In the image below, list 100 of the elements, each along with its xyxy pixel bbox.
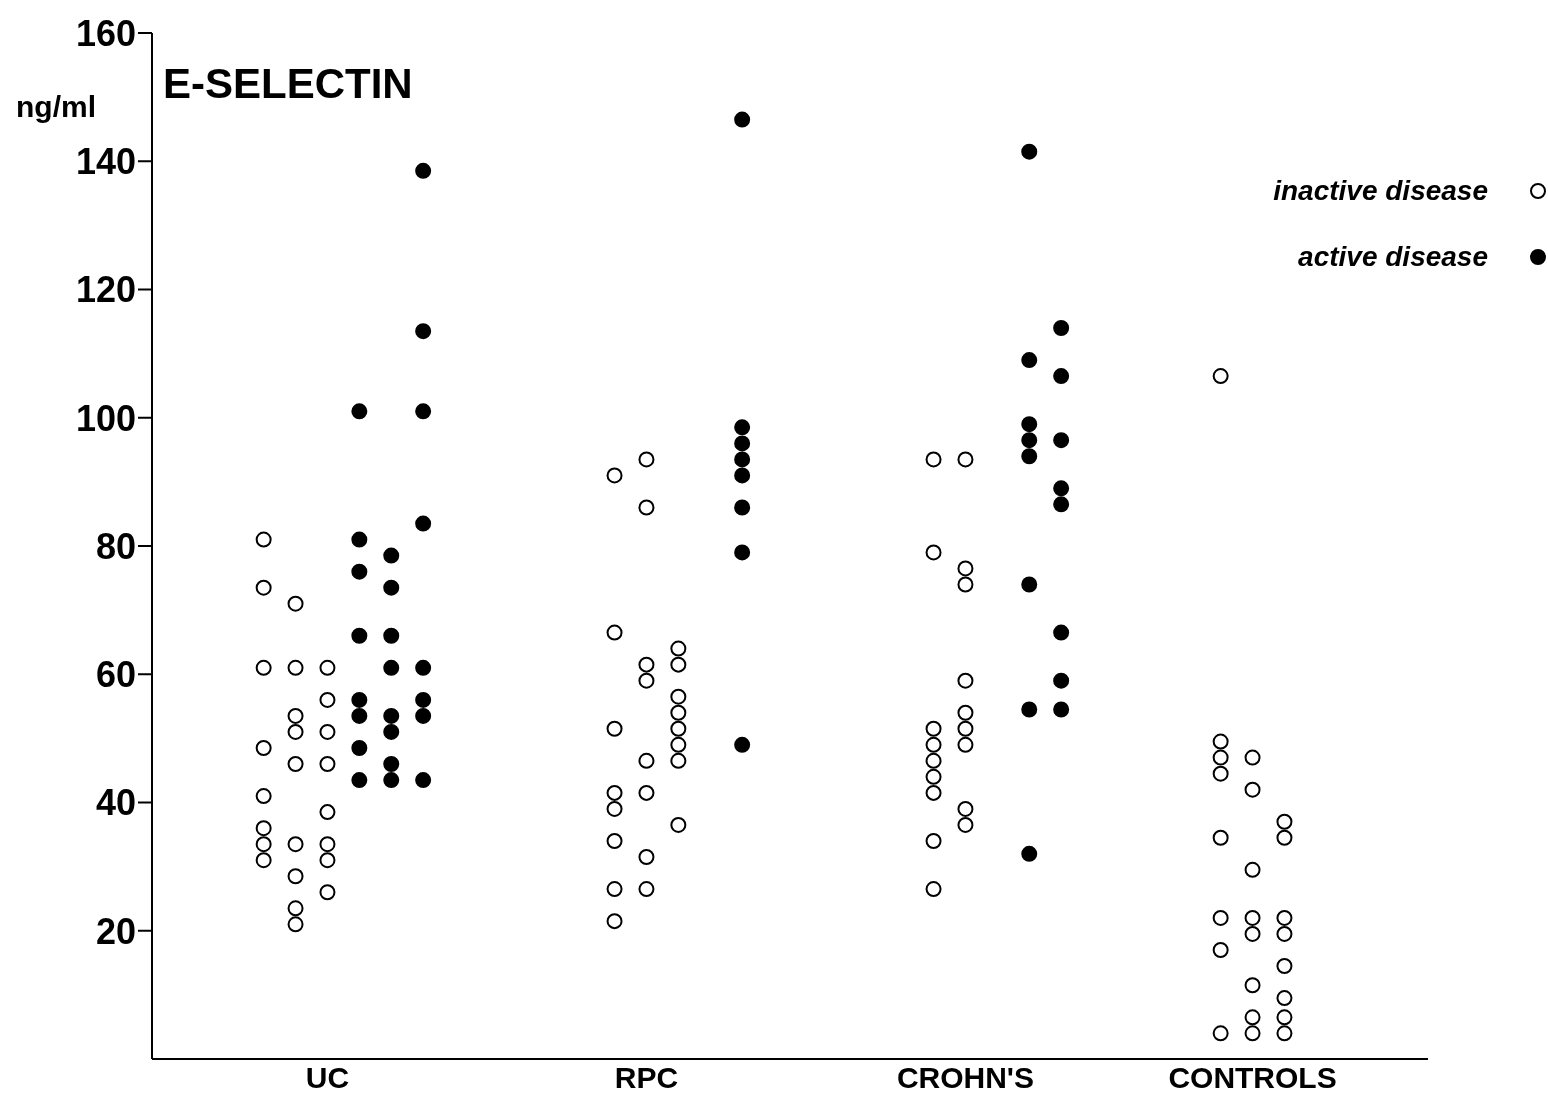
x-tick-label: CROHN'S <box>896 1061 1035 1095</box>
point <box>670 656 687 673</box>
point <box>1244 861 1261 878</box>
x-tick-label: RPC <box>614 1061 679 1095</box>
point <box>925 544 942 561</box>
point <box>383 579 400 596</box>
y-tick-label: 60 <box>95 654 136 696</box>
point <box>1053 368 1070 385</box>
point <box>1212 941 1229 958</box>
point <box>1244 781 1261 798</box>
y-tick-label: 20 <box>95 910 136 952</box>
point <box>1021 845 1038 862</box>
point <box>1244 977 1261 994</box>
point <box>287 595 304 612</box>
point <box>734 435 751 452</box>
point <box>255 579 272 596</box>
point <box>1053 701 1070 718</box>
point <box>351 691 368 708</box>
point <box>638 451 655 468</box>
point <box>606 467 623 484</box>
point <box>925 832 942 849</box>
point <box>319 884 336 901</box>
point <box>1212 733 1229 750</box>
y-tick-label: 160 <box>75 12 136 54</box>
point <box>925 752 942 769</box>
legend-label: inactive disease <box>1273 175 1488 207</box>
point <box>287 659 304 676</box>
point <box>1276 925 1293 942</box>
point <box>287 756 304 773</box>
point <box>670 704 687 721</box>
y-axis-title: ng/ml <box>16 90 96 124</box>
point <box>925 881 942 898</box>
point <box>319 756 336 773</box>
point <box>1244 909 1261 926</box>
point <box>1053 480 1070 497</box>
y-tick-label: 40 <box>95 782 136 824</box>
point <box>383 659 400 676</box>
point <box>638 672 655 689</box>
point <box>351 403 368 420</box>
point <box>1244 1025 1261 1042</box>
point <box>1244 1009 1261 1026</box>
point <box>734 544 751 561</box>
point <box>255 836 272 853</box>
point <box>351 627 368 644</box>
point <box>415 323 432 340</box>
point <box>638 656 655 673</box>
point <box>734 467 751 484</box>
point <box>957 560 974 577</box>
point <box>1053 496 1070 513</box>
point <box>415 659 432 676</box>
point <box>319 852 336 869</box>
point <box>255 852 272 869</box>
point <box>1212 829 1229 846</box>
point <box>351 739 368 756</box>
point <box>957 704 974 721</box>
point <box>1212 749 1229 766</box>
point <box>1021 576 1038 593</box>
point <box>287 723 304 740</box>
text: E-SELECTIN <box>163 60 413 108</box>
point <box>319 659 336 676</box>
point <box>255 820 272 837</box>
point <box>415 515 432 532</box>
point <box>1021 432 1038 449</box>
point <box>925 736 942 753</box>
point <box>319 691 336 708</box>
point <box>670 736 687 753</box>
point <box>638 784 655 801</box>
y-tick-label: 80 <box>95 525 136 567</box>
point <box>734 451 751 468</box>
point <box>957 816 974 833</box>
point <box>638 881 655 898</box>
point <box>383 627 400 644</box>
point <box>734 736 751 753</box>
point <box>287 868 304 885</box>
point <box>957 672 974 689</box>
legend-label: active disease <box>1298 241 1488 273</box>
y-tick-label: 100 <box>75 397 136 439</box>
point <box>638 499 655 516</box>
point <box>415 162 432 179</box>
point <box>1244 749 1261 766</box>
point <box>287 836 304 853</box>
point <box>1021 352 1038 369</box>
point <box>1244 925 1261 942</box>
point <box>351 707 368 724</box>
point <box>1212 765 1229 782</box>
point <box>606 720 623 737</box>
point <box>415 707 432 724</box>
point <box>383 707 400 724</box>
point <box>1021 701 1038 718</box>
point <box>383 772 400 789</box>
point <box>351 772 368 789</box>
point <box>734 111 751 128</box>
point <box>606 913 623 930</box>
point <box>606 800 623 817</box>
point <box>606 832 623 849</box>
point <box>606 784 623 801</box>
point <box>1276 1009 1293 1026</box>
point <box>287 916 304 933</box>
point <box>606 624 623 641</box>
point <box>734 499 751 516</box>
